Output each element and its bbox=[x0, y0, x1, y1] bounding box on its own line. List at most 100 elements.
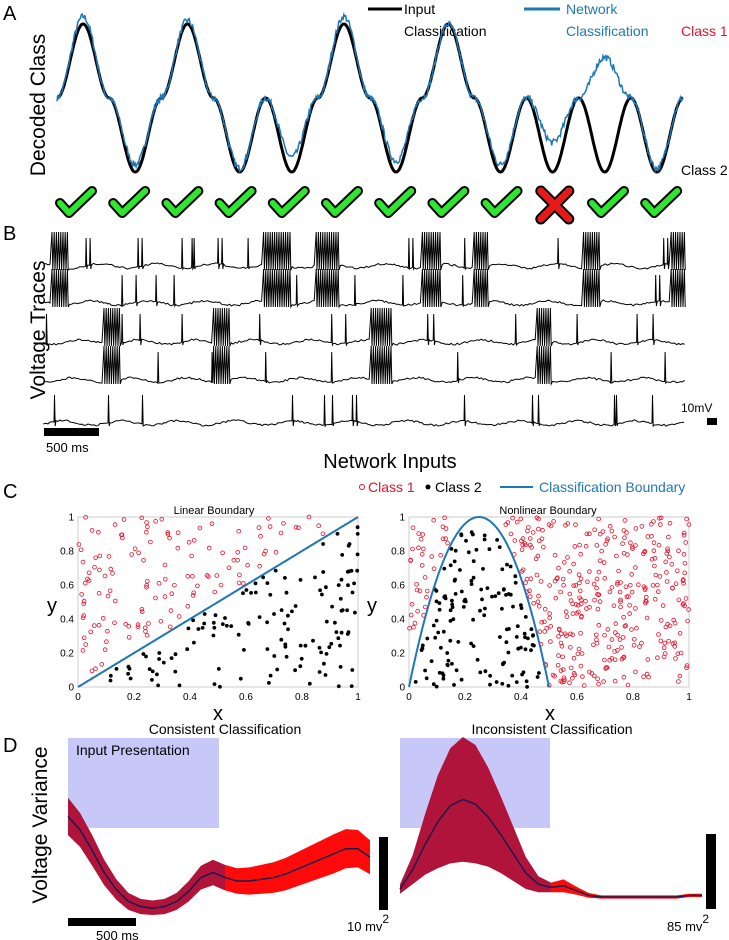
class2-point bbox=[529, 648, 533, 652]
class2-point bbox=[510, 673, 515, 678]
class1-point bbox=[162, 562, 168, 568]
class1-point bbox=[556, 565, 561, 571]
class1-point bbox=[536, 526, 541, 532]
class1-point bbox=[542, 629, 547, 634]
class2-point bbox=[505, 562, 509, 567]
class1-point bbox=[612, 657, 618, 663]
class1-point bbox=[520, 536, 526, 541]
class1-point bbox=[92, 564, 97, 570]
class1-point bbox=[419, 563, 425, 568]
class2-point bbox=[500, 606, 504, 611]
class1-point bbox=[524, 576, 530, 582]
legend-boundary-label: Classification Boundary bbox=[539, 479, 685, 495]
voltage-trace bbox=[43, 394, 685, 428]
class1-point bbox=[145, 578, 150, 584]
panel-letter-b: B bbox=[3, 223, 16, 245]
class2-point bbox=[246, 622, 251, 626]
class1-point bbox=[81, 601, 86, 607]
class1-point bbox=[586, 669, 592, 675]
class2-point bbox=[431, 623, 436, 628]
class1-point bbox=[544, 625, 549, 631]
class2-point bbox=[482, 533, 487, 538]
x-tick-label: 1 bbox=[686, 692, 692, 703]
class1-point bbox=[119, 532, 125, 538]
class1-point bbox=[578, 630, 583, 636]
mean-variance-line bbox=[67, 815, 371, 909]
y-axis-label: y bbox=[367, 595, 377, 617]
class2-point bbox=[321, 542, 325, 546]
class2-point bbox=[423, 668, 427, 673]
class1-point bbox=[596, 681, 601, 687]
class1-point bbox=[607, 589, 613, 595]
class2-point bbox=[350, 668, 355, 672]
class1-point bbox=[573, 522, 578, 527]
class2-point bbox=[108, 673, 113, 678]
class1-point bbox=[258, 533, 263, 539]
class2-point bbox=[450, 605, 455, 610]
class2-point bbox=[502, 660, 506, 665]
class2-point bbox=[500, 567, 505, 572]
class1-point bbox=[651, 540, 657, 545]
class1-point bbox=[76, 542, 82, 547]
class1-point bbox=[639, 524, 645, 529]
check-icon bbox=[267, 186, 310, 218]
plot-title: Nonlinear Boundary bbox=[499, 505, 597, 517]
class2-point bbox=[454, 668, 459, 673]
class1-point bbox=[242, 545, 248, 551]
class1-point bbox=[656, 632, 661, 637]
class2-point bbox=[323, 673, 328, 677]
class1-point bbox=[609, 528, 615, 534]
y-tick-label: 1 bbox=[68, 513, 74, 524]
time-scale-label: 500 ms bbox=[46, 440, 89, 455]
class2-point bbox=[213, 613, 218, 618]
class2-point bbox=[333, 620, 337, 625]
class1-point bbox=[565, 555, 570, 560]
variance-scale-bar-left bbox=[379, 837, 388, 910]
class1-point bbox=[185, 603, 191, 609]
class1-point bbox=[633, 606, 638, 611]
class2-point bbox=[482, 613, 487, 618]
class1-point bbox=[639, 640, 644, 646]
cross-icon bbox=[535, 185, 575, 225]
class2-point bbox=[478, 608, 482, 613]
class2-point bbox=[495, 538, 499, 542]
class2-point bbox=[508, 564, 513, 569]
class1-point bbox=[80, 559, 86, 565]
class2-point bbox=[526, 636, 530, 641]
class2-point bbox=[212, 682, 217, 686]
class1-point bbox=[655, 589, 661, 594]
class1-point bbox=[261, 551, 267, 557]
class2-point bbox=[282, 621, 287, 626]
class2-point bbox=[437, 601, 442, 605]
class2-point bbox=[202, 612, 207, 616]
class1-point bbox=[578, 576, 584, 582]
class1-point bbox=[597, 531, 603, 537]
class2-point bbox=[220, 622, 225, 626]
class1-point bbox=[306, 514, 312, 520]
class1-point bbox=[167, 535, 172, 541]
class2-point bbox=[340, 553, 345, 557]
class2-point bbox=[529, 627, 534, 632]
class2-point bbox=[283, 576, 287, 580]
class1-point bbox=[591, 673, 597, 679]
class2-point bbox=[345, 608, 349, 613]
class2-point bbox=[497, 545, 502, 549]
x-axis-label: x bbox=[545, 703, 555, 725]
class1-point bbox=[684, 663, 690, 668]
class1-point bbox=[143, 625, 148, 631]
class1-point bbox=[577, 588, 583, 594]
class1-point bbox=[657, 574, 663, 579]
class1-point bbox=[592, 527, 597, 533]
class1-point bbox=[620, 541, 625, 546]
y-tick-label: 0.6 bbox=[60, 581, 74, 592]
class2-point bbox=[355, 525, 360, 530]
class1-point bbox=[637, 644, 642, 649]
class1-point bbox=[442, 515, 447, 521]
class1-point bbox=[443, 536, 449, 541]
class1-point bbox=[585, 579, 590, 585]
class1-point bbox=[144, 583, 149, 588]
class2-point bbox=[537, 671, 541, 675]
class1-point bbox=[559, 679, 565, 685]
class1-point bbox=[97, 553, 103, 559]
class2-point bbox=[469, 578, 474, 583]
